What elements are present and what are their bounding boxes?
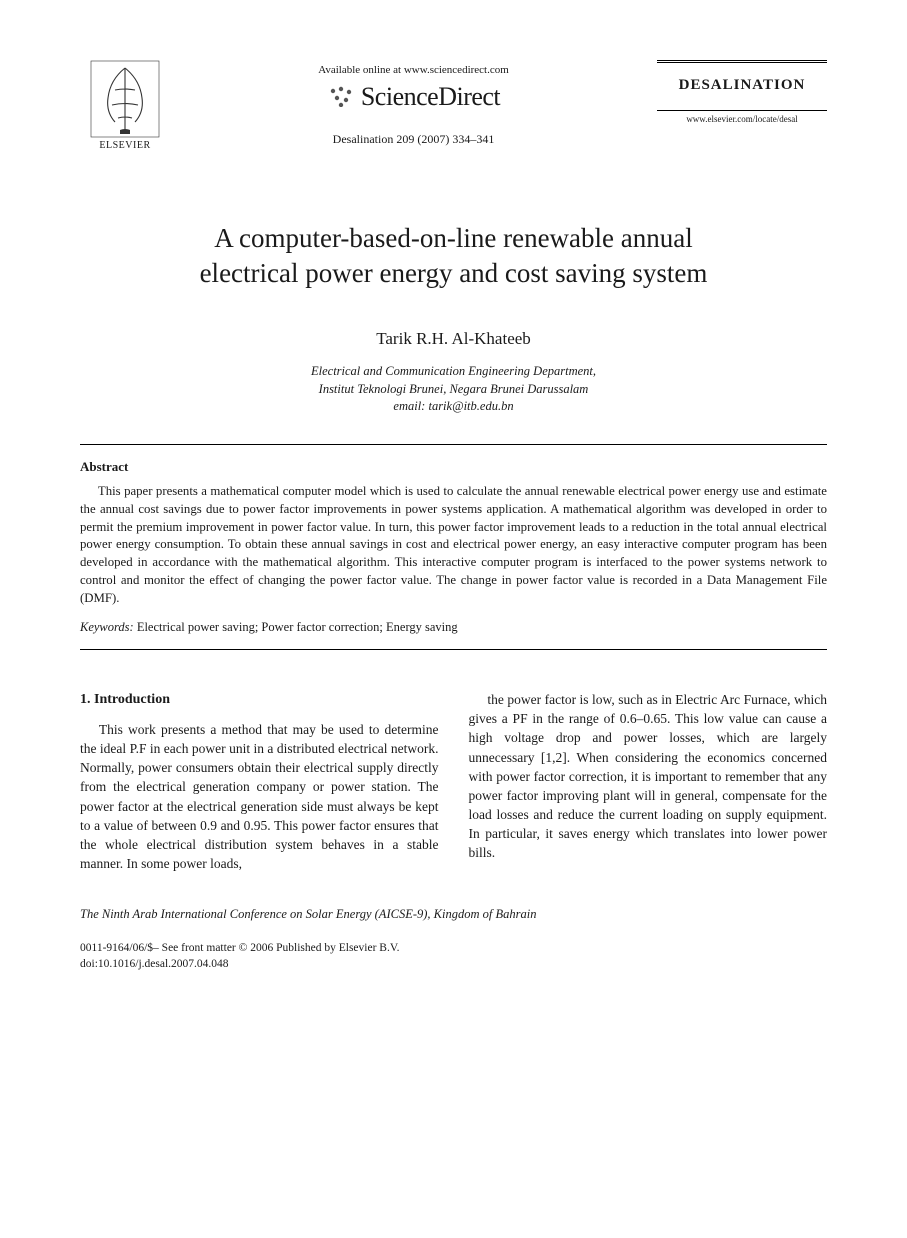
column-left: 1. Introduction This work presents a met… [80,690,439,873]
abstract-section: Abstract This paper presents a mathemati… [80,459,827,635]
rule-above-abstract [80,444,827,445]
intro-col1-text: This work presents a method that may be … [80,720,439,873]
journal-url: www.elsevier.com/locate/desal [657,110,827,124]
keywords-text: Electrical power saving; Power factor co… [134,620,458,634]
author-name: Tarik R.H. Al-Khateeb [80,329,827,349]
affiliation: Electrical and Communication Engineering… [80,363,827,416]
elsevier-tree-icon [90,60,160,138]
affiliation-email: email: tarik@itb.edu.bn [393,399,513,413]
top-double-rule [657,60,827,63]
intro-col2-text: the power factor is low, such as in Elec… [469,690,828,862]
conference-line: The Ninth Arab International Conference … [80,907,827,922]
header: ELSEVIER Available online at www.science… [80,60,827,151]
abstract-heading: Abstract [80,459,827,475]
publisher-logo-block: ELSEVIER [80,60,170,151]
article-title: A computer-based-on-line renewable annua… [80,221,827,291]
abstract-body: This paper presents a mathematical compu… [80,483,827,608]
affiliation-line-1: Electrical and Communication Engineering… [311,364,596,378]
copyright-line: 0011-9164/06/$– See front matter © 2006 … [80,940,827,956]
footer: 0011-9164/06/$– See front matter © 2006 … [80,940,827,972]
affiliation-line-2: Institut Teknologi Brunei, Negara Brunei… [319,382,589,396]
journal-title-block: DESALINATION www.elsevier.com/locate/des… [657,60,827,124]
available-online-text: Available online at www.sciencedirect.co… [170,64,657,76]
sciencedirect-logo: ScienceDirect [170,82,657,114]
doi-line: doi:10.1016/j.desal.2007.04.048 [80,956,827,972]
column-right: the power factor is low, such as in Elec… [469,690,828,873]
journal-reference: Desalination 209 (2007) 334–341 [170,132,657,147]
publisher-label: ELSEVIER [99,140,150,151]
sciencedirect-dots-icon [327,84,355,114]
title-line-2: electrical power energy and cost saving … [200,258,708,288]
header-center: Available online at www.sciencedirect.co… [170,60,657,147]
title-line-1: A computer-based-on-line renewable annua… [214,223,693,253]
sciencedirect-text: ScienceDirect [361,82,500,111]
keywords: Keywords: Electrical power saving; Power… [80,620,827,635]
keywords-label: Keywords: [80,620,134,634]
body-columns: 1. Introduction This work presents a met… [80,690,827,873]
rule-below-abstract [80,649,827,650]
journal-title: DESALINATION [657,71,827,104]
intro-heading: 1. Introduction [80,690,439,710]
